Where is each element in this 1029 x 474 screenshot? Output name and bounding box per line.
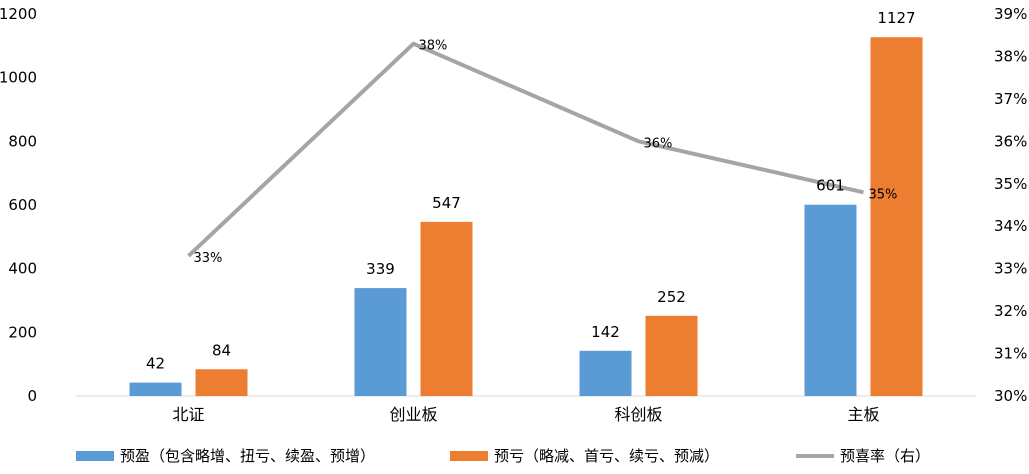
y-left-tick-label: 600 (8, 196, 37, 214)
y-left-tick-label: 800 (8, 132, 37, 150)
legend-label: 预亏（略减、首亏、续亏、预减） (494, 447, 719, 465)
y-left-tick-label: 400 (8, 260, 37, 278)
axes: 0 200 400 600 800 1000 1200 30% 31% 32% 33% 34% 35% 3… (0, 5, 1027, 424)
y-left-tick-label: 0 (27, 387, 37, 405)
ratio-value-label: 33% (194, 251, 223, 266)
y-right-tick-label: 34% (994, 217, 1027, 235)
legend-label: 预喜率（右） (840, 447, 930, 465)
bar-value-label: 84 (212, 341, 231, 359)
bar-value-label: 252 (657, 288, 686, 306)
bar (420, 221, 473, 396)
bar (195, 369, 248, 396)
bar (579, 350, 632, 396)
y-left-tick-label: 200 (8, 323, 37, 341)
y-left-tick-label: 1000 (0, 69, 37, 87)
bar-value-label: 142 (591, 323, 620, 341)
ratio-value-label: 38% (419, 39, 448, 54)
y-right-tick-label: 33% (994, 260, 1027, 278)
x-category-label: 北证 (172, 405, 204, 424)
legend: 预盈（包含略增、扭亏、续盈、预增） 预亏（略减、首亏、续亏、预减） 预喜率（右） (76, 447, 930, 465)
x-category-label: 主板 (847, 405, 879, 424)
y-right-tick-label: 35% (994, 175, 1027, 193)
ratio-line (187, 41, 864, 258)
bars (129, 37, 923, 396)
ratio-value-label: 35% (869, 187, 898, 202)
bar (354, 288, 407, 396)
bar (645, 315, 698, 396)
legend-label: 预盈（包含略增、扭亏、续盈、预增） (120, 447, 375, 465)
y-right-tick-label: 32% (994, 302, 1027, 320)
ratio-line-path (187, 41, 864, 258)
y-right-tick-label: 30% (994, 387, 1027, 405)
legend-swatch (76, 451, 114, 461)
y-right-tick-label: 31% (994, 345, 1027, 363)
bar (804, 204, 857, 396)
bar-value-label: 547 (432, 194, 461, 212)
bar-value-label: 339 (366, 260, 395, 278)
y-right-tick-label: 38% (994, 47, 1027, 65)
y-right-tick-label: 36% (994, 132, 1027, 150)
ratio-value-label: 36% (644, 136, 673, 151)
bar-value-label: 601 (816, 177, 845, 195)
bar-value-label: 42 (146, 355, 165, 373)
bar (129, 382, 182, 396)
bar-value-label: 1127 (877, 9, 915, 27)
legend-swatch (450, 451, 488, 461)
x-category-label: 科创板 (614, 405, 662, 424)
y-left-tick-label: 1200 (0, 5, 37, 23)
data-labels: 42 339 142 601 84 547 252 1127 33% 38% 36% 35% (146, 9, 916, 372)
y-right-tick-label: 39% (994, 5, 1027, 23)
bar (870, 37, 923, 396)
y-right-tick-label: 37% (994, 90, 1027, 108)
x-category-label: 创业板 (389, 405, 437, 424)
